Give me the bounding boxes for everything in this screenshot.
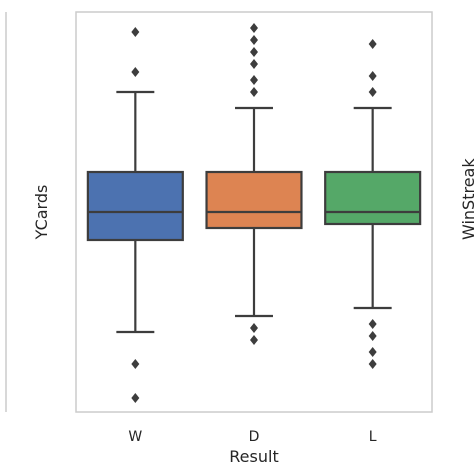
outlier-point bbox=[250, 47, 258, 57]
outlier-point bbox=[250, 87, 258, 97]
iqr-box bbox=[205, 170, 303, 230]
y-axis-label: YCards bbox=[32, 185, 51, 241]
x-tick-label-L: L bbox=[369, 429, 377, 445]
neighbor-y-axis-label-fragment: WinStreak bbox=[459, 158, 474, 240]
outlier-point bbox=[131, 27, 140, 37]
outlier-point bbox=[250, 35, 258, 45]
outlier-point bbox=[131, 67, 140, 77]
outlier-point bbox=[250, 323, 258, 333]
outlier-point bbox=[250, 335, 258, 345]
outlier-point bbox=[131, 359, 140, 369]
box-L bbox=[324, 39, 422, 369]
outlier-point bbox=[368, 87, 377, 97]
iqr-box bbox=[86, 170, 184, 242]
box-D bbox=[205, 23, 303, 345]
outlier-point bbox=[368, 319, 377, 329]
x-tick-label-D: D bbox=[249, 429, 260, 445]
outlier-point bbox=[368, 347, 377, 357]
outlier-point bbox=[368, 359, 377, 369]
outlier-point bbox=[250, 59, 258, 69]
outlier-point bbox=[131, 393, 140, 403]
plot-frame bbox=[75, 11, 433, 413]
x-axis-label: Result bbox=[229, 447, 278, 466]
outlier-point bbox=[250, 23, 258, 33]
outlier-point bbox=[368, 331, 377, 341]
x-tick-label-W: W bbox=[128, 429, 142, 445]
outlier-point bbox=[250, 75, 258, 85]
outlier-point bbox=[368, 71, 377, 81]
outlier-point bbox=[368, 39, 377, 49]
box-W bbox=[86, 27, 184, 403]
iqr-box bbox=[324, 170, 422, 226]
boxes-group bbox=[86, 23, 422, 403]
